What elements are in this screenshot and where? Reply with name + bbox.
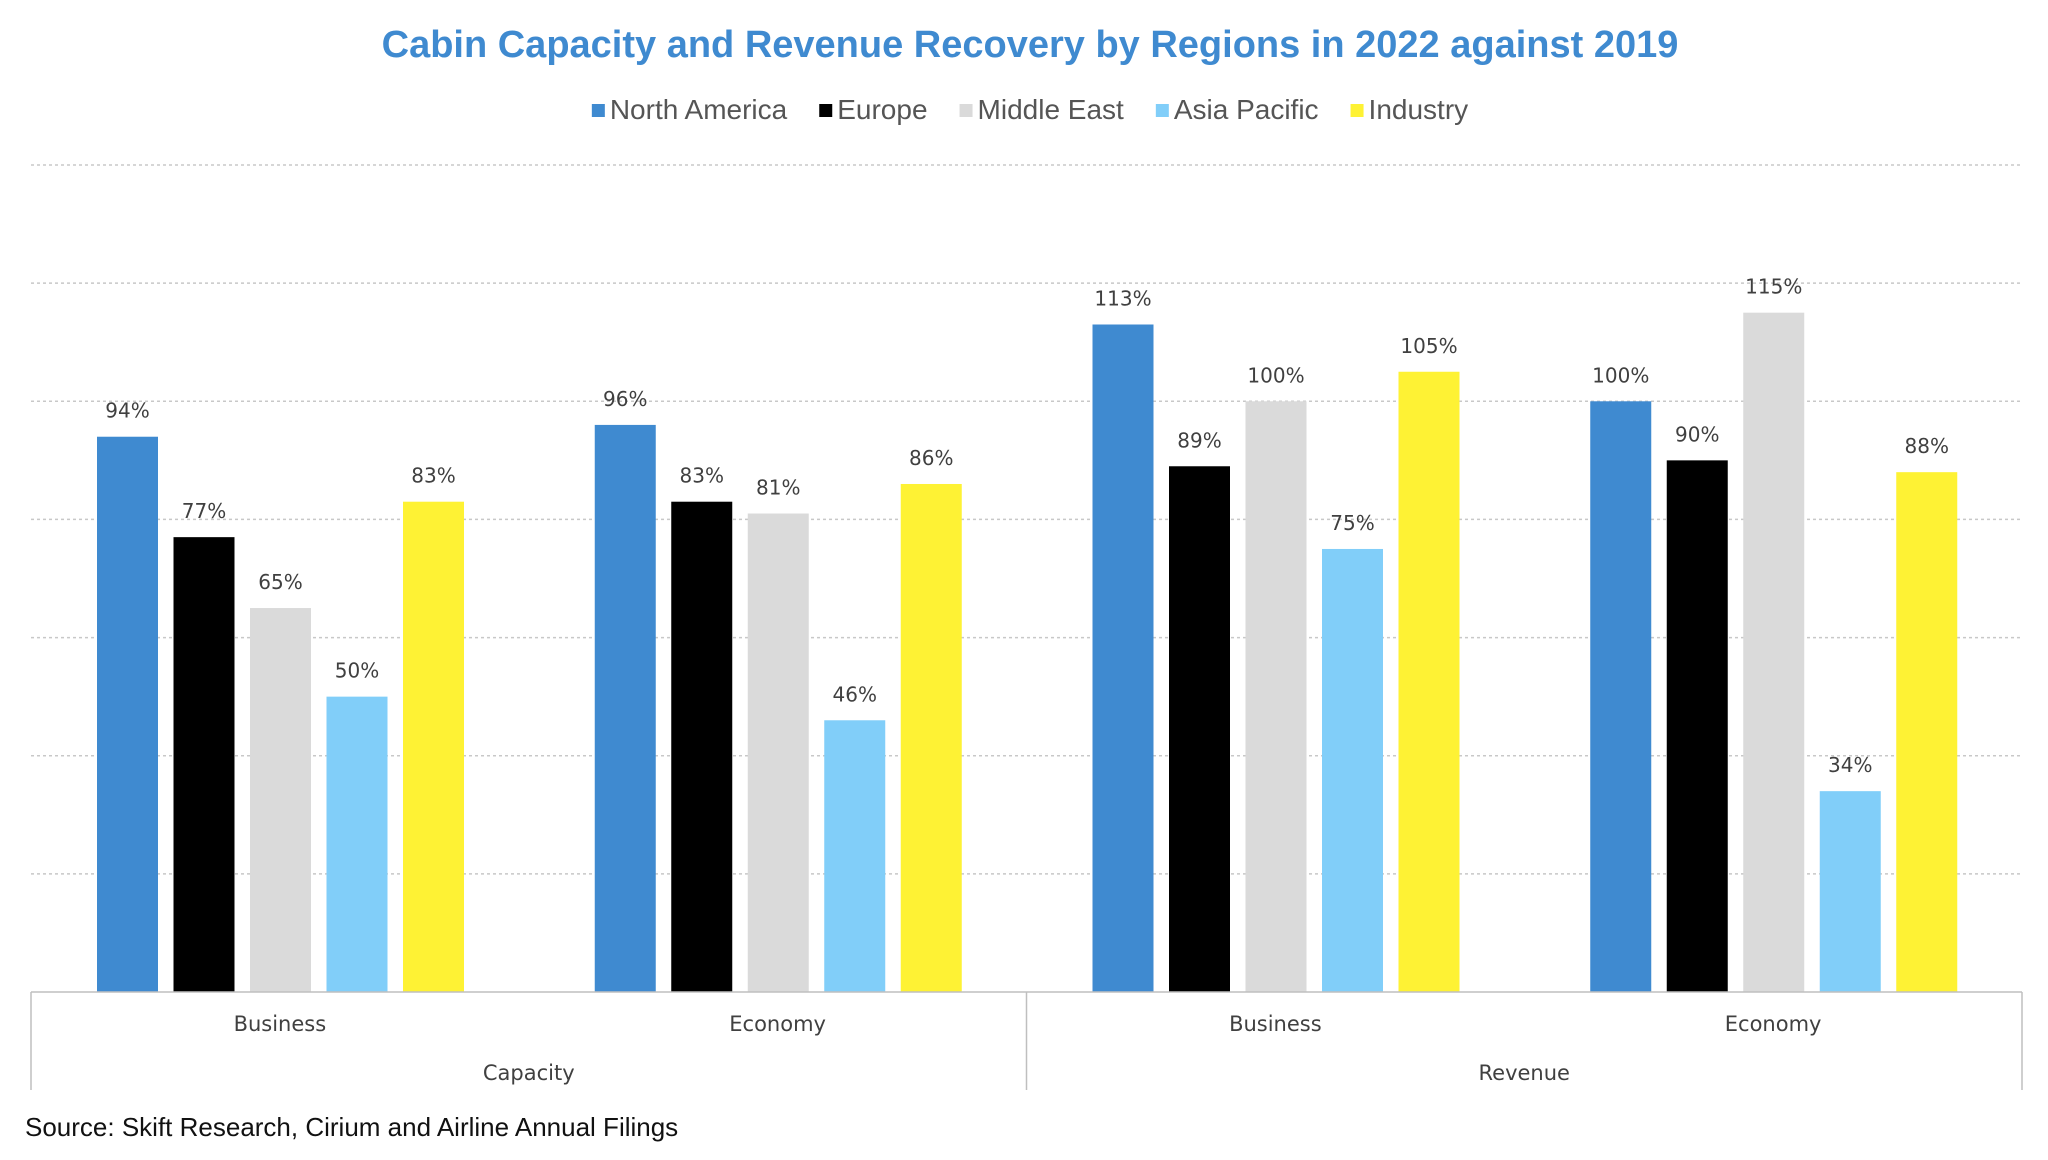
data-label: 83%: [411, 464, 455, 488]
bar: [1398, 371, 1460, 992]
bar: [326, 696, 388, 992]
bar: [1322, 548, 1383, 992]
data-label: 86%: [909, 446, 953, 470]
data-label: 75%: [1330, 511, 1374, 535]
data-label: 88%: [1905, 434, 1949, 458]
bar: [1896, 472, 1958, 993]
data-label: 34%: [1828, 753, 1872, 777]
bar: [1590, 401, 1652, 992]
source-note: Source: Skift Research, Cirium and Airli…: [25, 1112, 678, 1142]
legend-swatch: [591, 104, 605, 117]
data-label: 50%: [335, 659, 379, 683]
x-tick-label: Business: [1229, 1012, 1322, 1036]
legend: North America Europe Middle East Asia Pacif…: [591, 94, 1469, 125]
chart-title: Cabin Capacity and Revenue Recovery by R…: [382, 24, 1679, 66]
bar: [824, 720, 886, 992]
data-label: 89%: [1177, 428, 1221, 452]
bar: [403, 501, 464, 992]
legend-label: Asia Pacific: [1174, 94, 1319, 125]
data-label: 46%: [833, 682, 877, 706]
bar: [594, 424, 656, 992]
data-labels: 94% 96% 113% 100% 77% 83% 89% 90% 65% 81% 100% 115%…: [105, 275, 1949, 777]
legend-swatch: [959, 104, 973, 117]
bar: [1169, 466, 1230, 992]
bar: [900, 483, 962, 992]
bars: [97, 312, 1958, 993]
data-label: 105%: [1400, 334, 1457, 358]
bar: [671, 501, 733, 992]
legend-label: Industry: [1369, 94, 1469, 125]
legend-label: Europe: [837, 94, 927, 125]
x-tick-label: Economy: [729, 1012, 826, 1036]
data-label: 100%: [1592, 363, 1649, 387]
x-group-label: Revenue: [1479, 1061, 1570, 1085]
bar: [747, 513, 809, 992]
bar: [1666, 460, 1728, 992]
bar: [97, 436, 158, 992]
data-label: 90%: [1675, 422, 1719, 446]
data-label: 113%: [1094, 286, 1151, 310]
data-label: 83%: [680, 464, 724, 488]
data-label: 115%: [1745, 275, 1802, 299]
data-label: 65%: [258, 570, 302, 594]
bar: [1743, 312, 1805, 992]
legend-label: North America: [610, 94, 788, 125]
legend-label: Middle East: [978, 94, 1125, 125]
legend-swatch: [1155, 104, 1169, 117]
bar: [250, 608, 311, 992]
category-axis: Business Economy Business Economy Capacity Re…: [30, 991, 2023, 1090]
x-tick-label: Economy: [1725, 1012, 1822, 1036]
legend-swatch: [819, 104, 833, 117]
data-label: 77%: [182, 499, 226, 523]
x-group-label: Capacity: [483, 1061, 575, 1085]
legend-swatch: [1350, 104, 1364, 117]
data-label: 81%: [756, 476, 800, 500]
data-label: 100%: [1247, 363, 1304, 387]
bar: [1092, 324, 1154, 992]
bar: [1245, 401, 1307, 992]
data-label: 94%: [105, 399, 149, 423]
data-label: 96%: [603, 387, 647, 411]
x-tick-label: Business: [234, 1012, 327, 1036]
bar: [1819, 791, 1881, 992]
bar: [173, 537, 235, 992]
